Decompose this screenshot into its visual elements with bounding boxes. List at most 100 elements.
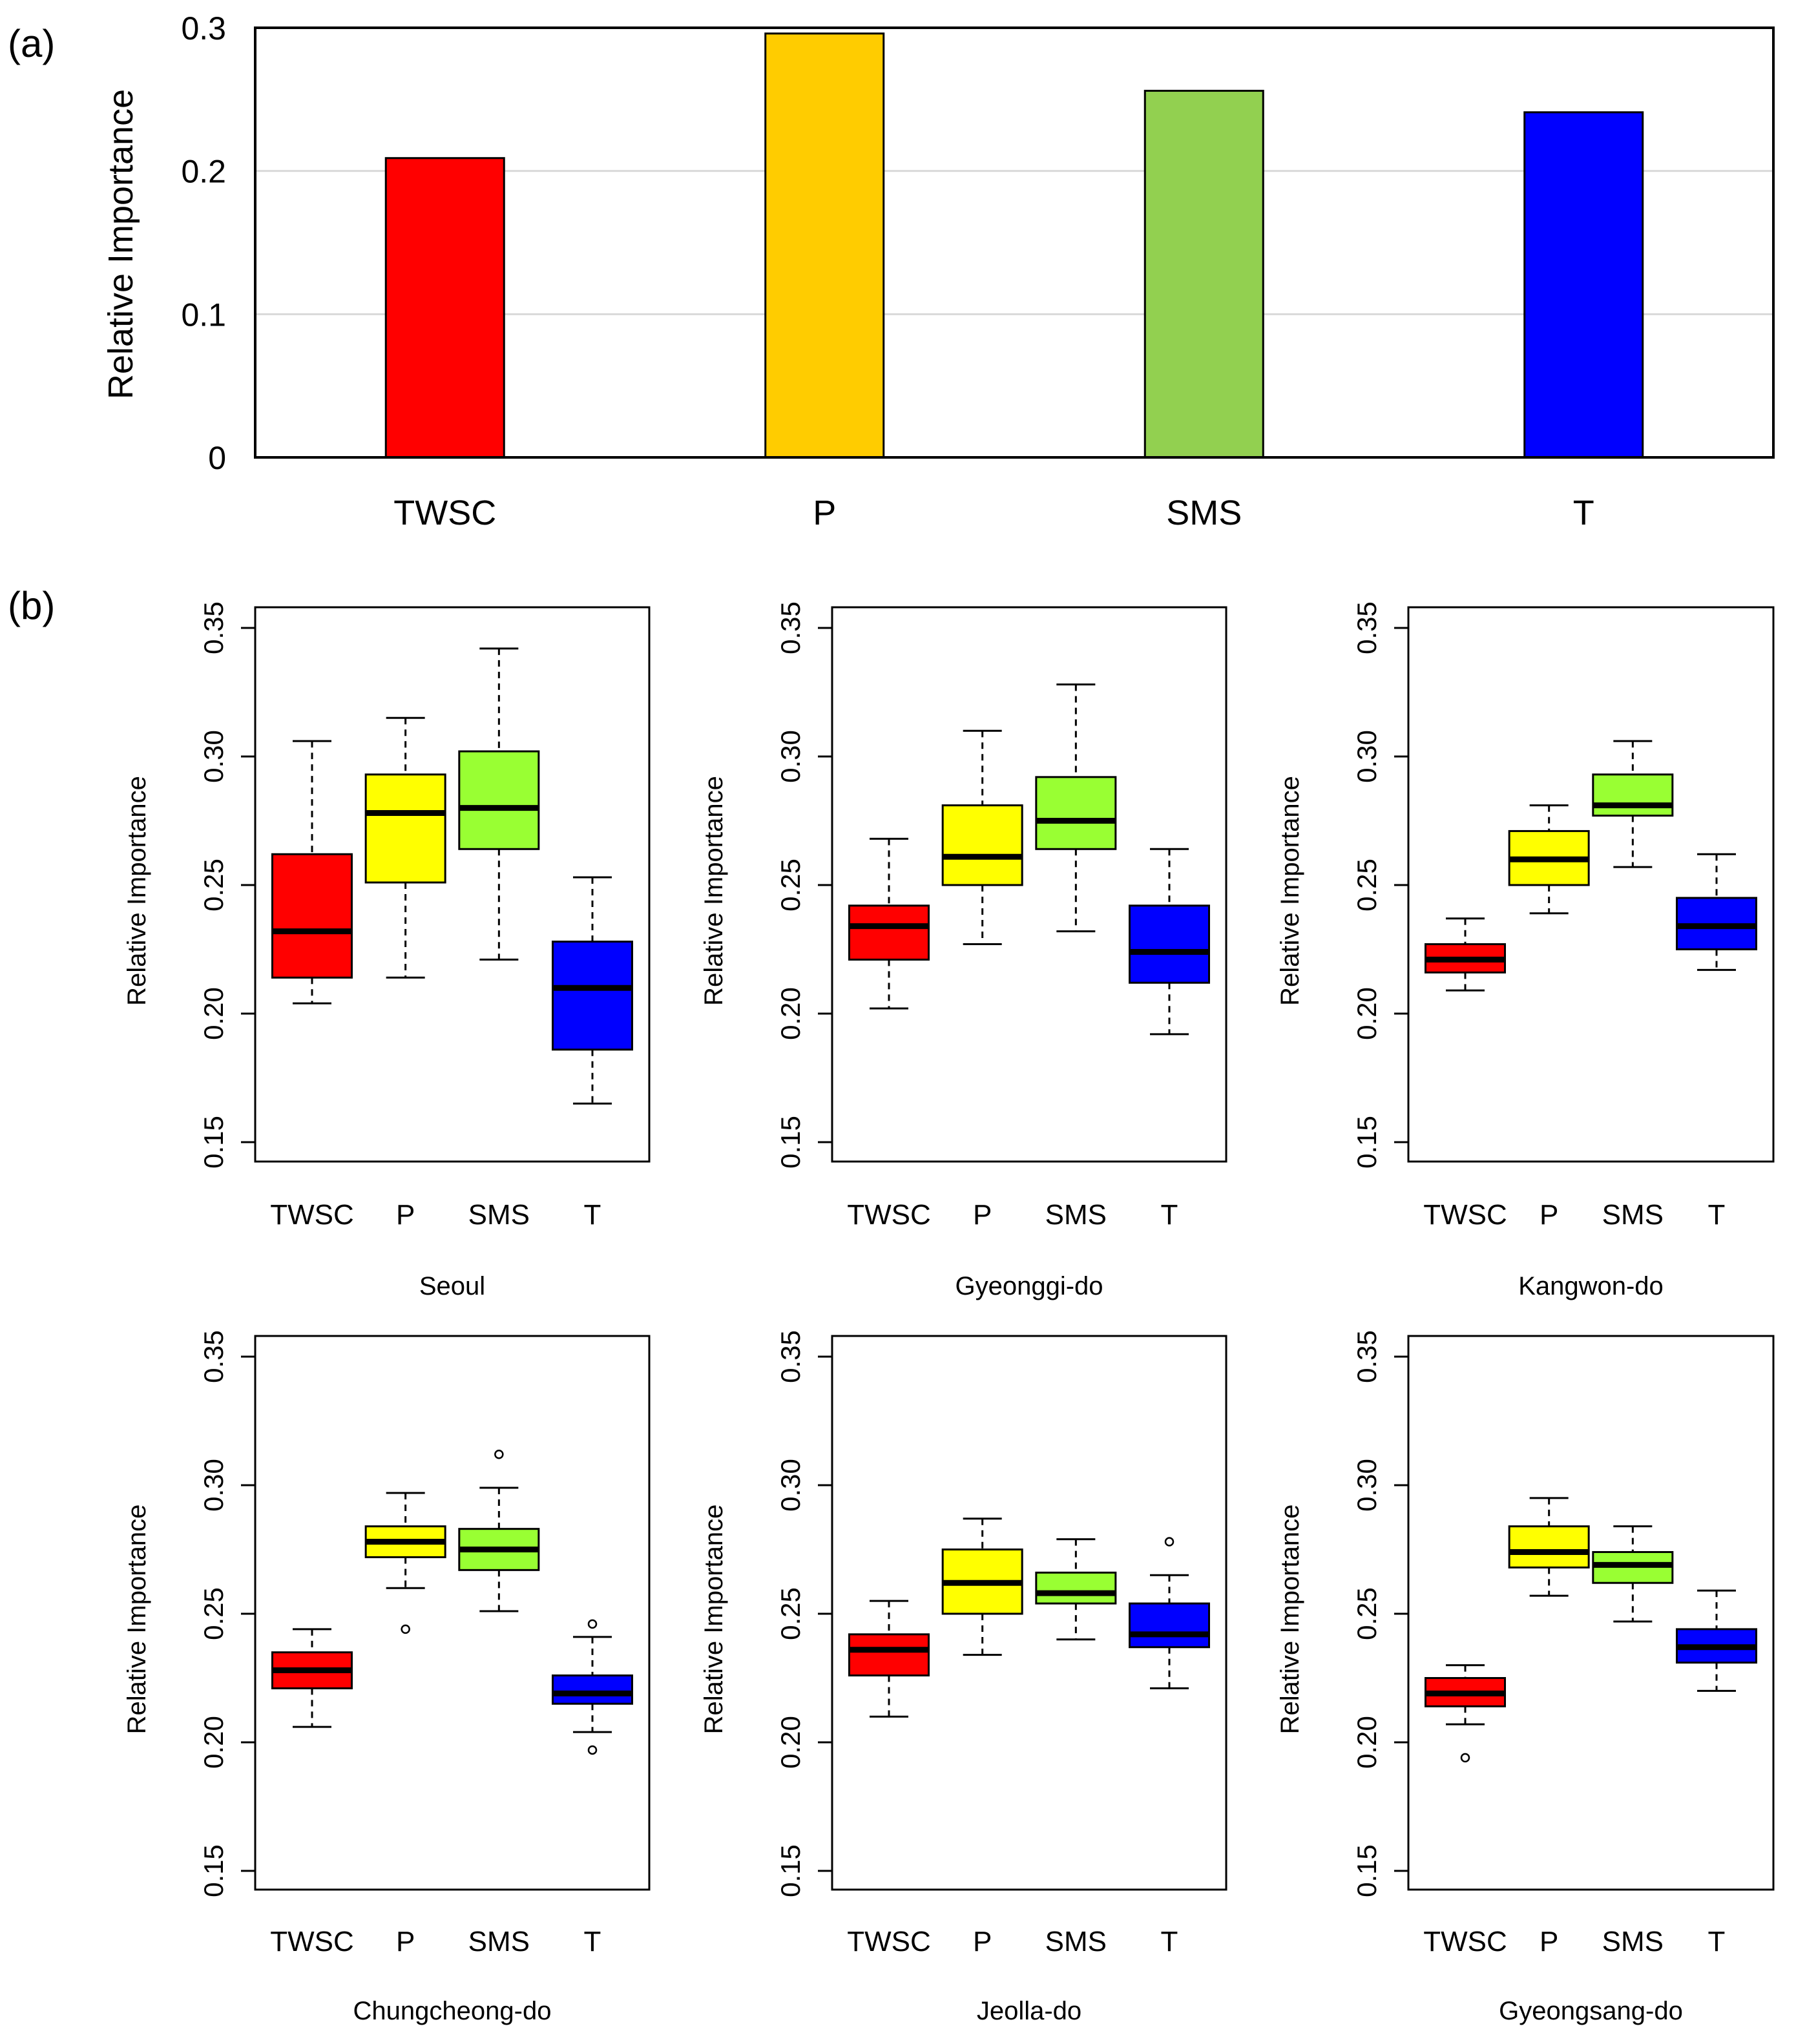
y-tick-label: 0.35 <box>775 601 806 654</box>
y-tick-label: 0.20 <box>198 1716 229 1769</box>
plot-frame-gyeonggi-do <box>831 606 1227 1163</box>
x-tick-label: TWSC <box>1423 1199 1507 1231</box>
bar-twsc <box>384 157 505 459</box>
y-tick-label: 0.15 <box>198 1116 229 1169</box>
y-axis-label: Relative Importance <box>1276 776 1304 1006</box>
x-tick-label: SMS <box>1602 1926 1664 1957</box>
panel-title-gyeonggi-do: Gyeonggi-do <box>955 1272 1103 1300</box>
y-tick-label: 0.35 <box>775 1330 806 1383</box>
box-sms <box>1592 773 1674 817</box>
box-p <box>941 804 1023 886</box>
y-tick-label: 0.30 <box>1352 730 1382 783</box>
x-tick-label: T <box>584 1926 601 1957</box>
panel-title-kangwon-do: Kangwon-do <box>1518 1272 1664 1300</box>
y-tick-label: 0.25 <box>1352 1587 1382 1640</box>
y-axis-label: Relative Importance <box>123 1505 151 1735</box>
y-tick-label: 0.15 <box>775 1844 806 1897</box>
panel-title-chungcheong-do: Chungcheong-do <box>353 1997 552 2025</box>
y-tick-label: 0.30 <box>775 730 806 783</box>
box-t <box>1129 904 1210 984</box>
y-tick-label: 0.30 <box>775 1459 806 1512</box>
x-tick-label: P <box>973 1926 992 1957</box>
y-tick-label: 0.15 <box>775 1116 806 1169</box>
x-tick-label: SMS <box>1602 1199 1664 1231</box>
x-tick-label: T <box>1161 1926 1178 1957</box>
plot-frame-gyeongsang-do <box>1407 1335 1775 1891</box>
y-tick-label: 0.25 <box>198 1587 229 1640</box>
panel-title-jeolla-do: Jeolla-do <box>977 1997 1081 2025</box>
y-tick-label: 0.15 <box>1352 1844 1382 1897</box>
y-tick-label: 0.30 <box>198 1459 229 1512</box>
y-tick-label-a: 0 <box>208 440 226 476</box>
box-twsc <box>848 904 930 961</box>
x-tick-label: TWSC <box>270 1199 354 1231</box>
panel-label-b: (b) <box>8 584 55 627</box>
outlier-point <box>587 1745 598 1755</box>
x-tick-label: T <box>584 1199 601 1231</box>
box-twsc <box>271 853 353 979</box>
plot-frame-a <box>254 26 1775 459</box>
y-tick-label: 0.30 <box>1352 1459 1382 1512</box>
outlier-point <box>494 1449 504 1459</box>
x-tick-label-a: P <box>813 494 836 532</box>
y-tick-label: 0.20 <box>775 987 806 1040</box>
y-axis-label: Relative Importance <box>1276 1505 1304 1735</box>
x-tick-label: T <box>1161 1199 1178 1231</box>
y-tick-label: 0.35 <box>1352 1330 1382 1383</box>
y-axis-label: Relative Importance <box>123 776 151 1006</box>
x-tick-label-a: TWSC <box>393 494 496 532</box>
y-tick-label: 0.35 <box>198 1330 229 1383</box>
y-tick-label-a: 0.1 <box>181 297 226 333</box>
bar-sms <box>1143 90 1264 459</box>
y-tick-label-a: 0.2 <box>181 154 226 190</box>
box-t <box>552 1674 633 1705</box>
x-tick-label: SMS <box>468 1199 530 1231</box>
y-axis-label-a: Relative Importance <box>101 89 140 399</box>
box-p <box>1508 1525 1590 1569</box>
x-tick-label: T <box>1708 1926 1726 1957</box>
y-axis-label: Relative Importance <box>700 1505 728 1735</box>
x-tick-label: P <box>1540 1926 1558 1957</box>
panel-title-gyeongsang-do: Gyeongsang-do <box>1499 1997 1683 2025</box>
y-tick-label: 0.25 <box>775 859 806 912</box>
y-tick-label: 0.25 <box>1352 859 1382 912</box>
x-tick-label-a: SMS <box>1166 494 1242 532</box>
outlier-point <box>401 1624 410 1634</box>
panel-label-a: (a) <box>8 22 55 65</box>
box-p <box>364 773 446 884</box>
outlier-point <box>1460 1753 1470 1763</box>
x-tick-label: T <box>1708 1199 1726 1231</box>
y-axis-label: Relative Importance <box>700 776 728 1006</box>
y-tick-label: 0.25 <box>775 1587 806 1640</box>
x-tick-label: P <box>396 1926 415 1957</box>
x-tick-label: P <box>1540 1199 1558 1231</box>
y-tick-label: 0.20 <box>1352 1716 1382 1769</box>
y-tick-label: 0.35 <box>198 601 229 654</box>
x-tick-label: P <box>973 1199 992 1231</box>
y-tick-label: 0.15 <box>1352 1116 1382 1169</box>
box-twsc <box>848 1633 930 1677</box>
box-sms <box>458 750 540 850</box>
box-sms <box>1035 776 1117 850</box>
box-t <box>1129 1602 1210 1649</box>
x-tick-label: TWSC <box>847 1199 931 1231</box>
box-t <box>552 941 633 1051</box>
y-tick-label: 0.30 <box>198 730 229 783</box>
x-tick-label: SMS <box>1045 1199 1107 1231</box>
y-tick-label: 0.20 <box>1352 987 1382 1040</box>
y-tick-label: 0.35 <box>1352 601 1382 654</box>
outlier-point <box>587 1619 598 1629</box>
y-tick-label-a: 0.3 <box>181 10 226 47</box>
x-tick-label: SMS <box>468 1926 530 1957</box>
plot-frame-kangwon-do <box>1407 606 1775 1163</box>
y-tick-label: 0.15 <box>198 1844 229 1897</box>
plot-frame-chungcheong-do <box>254 1335 651 1891</box>
outlier-point <box>1164 1537 1175 1547</box>
x-tick-label: SMS <box>1045 1926 1107 1957</box>
y-tick-label: 0.25 <box>198 859 229 912</box>
panel-title-seoul: Seoul <box>419 1272 485 1300</box>
y-tick-label: 0.20 <box>198 987 229 1040</box>
x-tick-label: P <box>396 1199 415 1231</box>
y-tick-label: 0.20 <box>775 1716 806 1769</box>
